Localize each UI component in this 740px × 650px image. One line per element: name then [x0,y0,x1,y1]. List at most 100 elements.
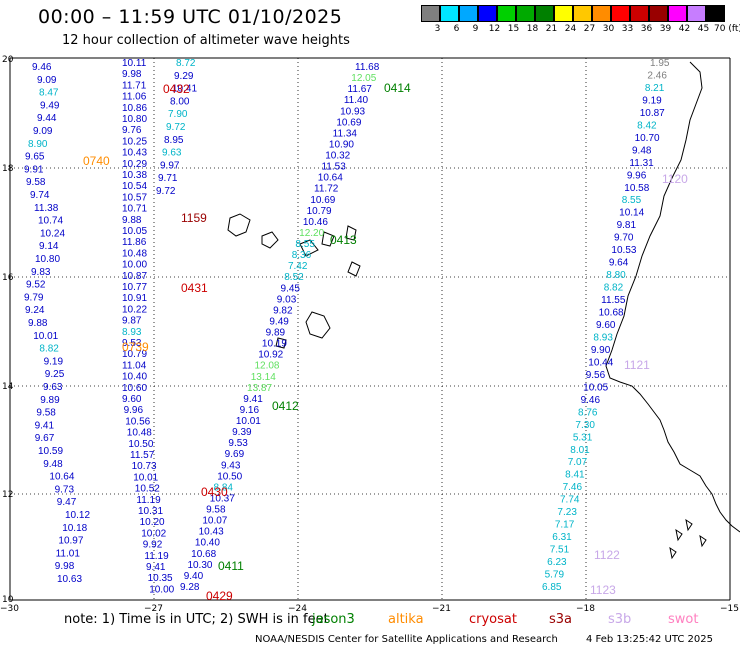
scale-swatch [440,5,459,22]
wave-height-value: 7.46 [563,482,583,493]
scale-label: 27 [583,24,596,34]
wave-height-value: 9.19 [642,95,662,106]
lat-lon-grid: 20 18 16 14 12 10−30 −27 −24 −21 −18 −15 [0,55,739,614]
wave-height-value: 8.01 [570,445,590,456]
wave-height-value: 8.76 [578,407,598,418]
wave-height-value: 9.53 [122,338,142,349]
wave-height-value: 2.46 [647,70,667,81]
wave-height-value: 10.56 [125,416,150,427]
wave-height-value: 10.07 [202,516,227,527]
wave-height-value: 10.00 [122,260,147,271]
wave-height-value: 10.30 [187,560,212,571]
wave-height-value: 9.92 [143,540,163,551]
wave-height-value: 9.71 [158,173,178,184]
satellite-legend-swot: swot [668,612,699,627]
wave-height-value: 7.17 [555,520,575,531]
wave-height-value: 9.41 [146,562,166,573]
longitude-tick: −18 [576,604,595,614]
wave-height-value: 10.46 [303,217,328,228]
wave-height-value: 9.88 [122,215,142,226]
scale-swatch [535,5,554,22]
wave-height-value: 9.70 [614,233,634,244]
wave-height-value: 7.74 [560,495,580,506]
units-note: note: 1) Time is in UTC; 2) SWH is in fe… [64,612,329,627]
wave-height-value: 9.46 [32,62,52,73]
wave-height-value: 9.72 [156,186,176,197]
wave-height-value: 8.90 [28,139,48,150]
wave-height-value: 10.74 [38,216,63,227]
wave-height-value: 9.81 [617,220,637,231]
wave-height-value: 9.60 [122,394,142,405]
wave-height-value: 12.20 [299,228,324,239]
scale-swatch [573,5,592,22]
wave-height-value: 10.48 [127,428,152,439]
wave-height-value: 8.36 [292,250,312,261]
wave-height-value: 8.52 [284,272,304,283]
pass-time-labels: 0432 0740 1159 0414 0413 0431 0739 0412 0430 0411… [83,81,688,603]
wave-height-value: 6.31 [552,532,572,543]
pass-time-label: 1159 [181,211,207,225]
wave-height-value: 10.80 [35,254,60,265]
wave-height-value: 9.65 [25,152,45,163]
wave-height-value: 9.09 [37,75,57,86]
wave-height-value: 9.96 [627,170,647,181]
scale-label: 33 [621,24,634,34]
pass-time-label: 0740 [83,154,110,168]
wave-height-value: 9.89 [40,395,60,406]
wave-height-value: 9.79 [24,292,44,303]
wave-height-value: 10.20 [140,517,165,528]
satellite-legend-s3b: s3b [608,612,632,627]
wave-height-value: 9.89 [266,328,286,339]
wave-height-value: 9.19 [44,356,64,367]
wave-height-value: 10.37 [210,493,235,504]
satellite-legend-jason3: jason3 [312,612,355,627]
wave-height-value: 9.40 [184,571,204,582]
wave-height-value: 10.71 [122,204,147,215]
wave-height-value: 9.76 [122,125,142,136]
wave-height-value: 9.98 [55,561,75,572]
wave-height-value: 11.40 [344,95,369,106]
wave-height-value: 10.44 [588,357,613,368]
wave-height-value: 9.63 [43,382,63,393]
scale-label: 30 [602,24,615,34]
longitude-tick: −15 [720,604,739,614]
wave-height-value: 9.72 [166,122,186,133]
wave-height-value: 10.32 [325,151,350,162]
scale-swatch [630,5,649,22]
wave-height-value: 10.29 [122,159,147,170]
wave-height-value: 13.87 [247,383,272,394]
scale-label: 39 [659,24,672,34]
wave-height-value: 8.42 [637,120,657,131]
wave-height-value: 8.21 [645,83,665,94]
wave-height-value: 8.93 [593,332,613,343]
wave-height-value: 8.55 [295,239,315,250]
wave-height-value: 10.41 [172,84,197,95]
wave-height-value: 10.58 [624,183,649,194]
wave-height-value: 10.92 [258,350,283,361]
scale-label: 36 [640,24,653,34]
wave-height-value: 9.09 [33,126,53,137]
wave-height-value: 11.34 [333,128,358,139]
wave-height-value: 9.45 [281,283,301,294]
wave-height-value: 10.01 [236,416,261,427]
bijagos-islands [669,518,707,560]
wave-height-value: 10.64 [49,472,74,483]
scale-swatch [668,5,687,22]
wave-height-value: 8.41 [565,470,585,481]
wave-height-value: 7.23 [557,507,577,518]
wave-height-value: 9.96 [124,405,144,416]
wave-height-value: 9.74 [30,190,50,201]
wave-height-value: 10.53 [611,245,636,256]
longitude-tick: −27 [144,604,163,614]
latitude-tick: 10 [2,595,14,605]
wave-height-value: 9.49 [269,316,289,327]
scale-swatch [516,5,535,22]
scale-label: 70 (ft) [714,24,740,34]
satellite-legend-s3a: s3a [549,612,573,627]
wave-height-value: 9.25 [45,369,65,380]
wave-height-value: 11.19 [136,495,161,506]
wave-height-value: 8.47 [39,88,59,99]
latitude-tick: 12 [2,490,13,500]
pass-time-label: 0414 [384,81,411,95]
scale-label: 15 [507,24,520,34]
